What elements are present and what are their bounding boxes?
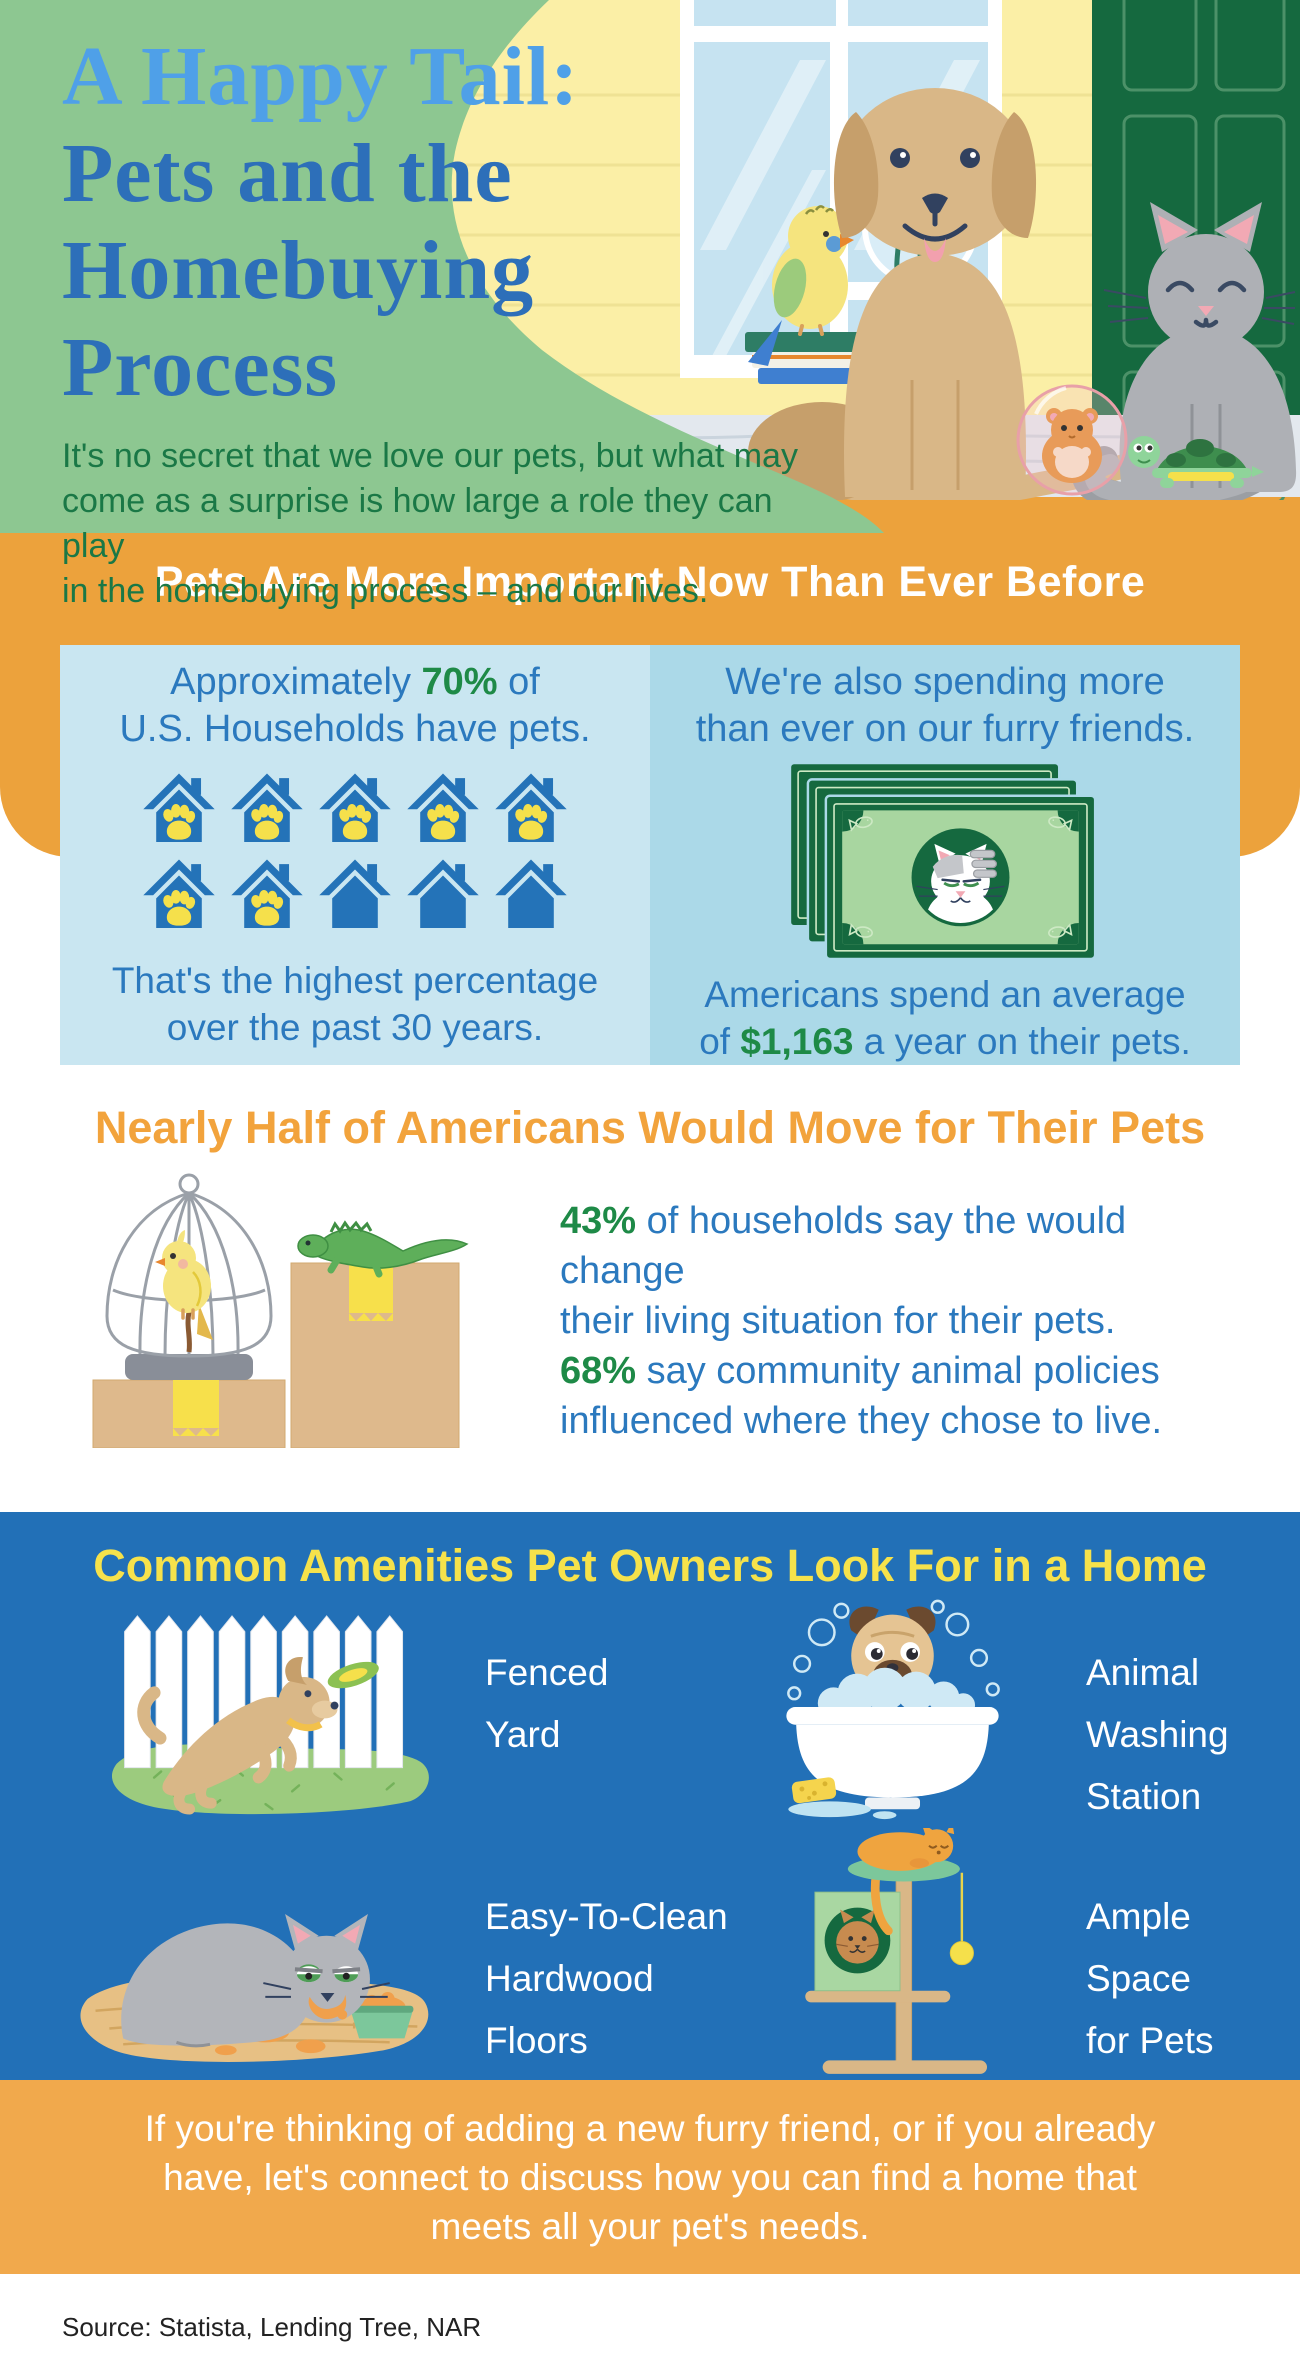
amenity-label-ample-space: Ample Space for Pets: [1086, 1896, 1214, 2061]
house-with-paw-icon: [229, 855, 305, 931]
households-caption: That's the highest percentage over the p…: [111, 960, 599, 1048]
hardwood-floors-icon: [80, 1913, 429, 2062]
stat-43-percent: 43%: [560, 1200, 637, 1242]
header-green-blob: [0, 0, 884, 533]
house-with-paw-icon: [143, 859, 215, 928]
house-with-paw-icon: [143, 773, 215, 842]
fenced-yard-icon: [111, 1615, 429, 1815]
amenity-label-hardwood-floors: Easy-To-Clean Hardwood Floors: [485, 1896, 728, 2061]
cat-carrier-box-icon: [814, 1891, 901, 1992]
ball-toy-icon: [949, 1872, 974, 1966]
stat-68-percent: 68%: [560, 1350, 637, 1392]
house-icon: [493, 855, 569, 931]
bathtub-icon: [786, 1707, 999, 1810]
amenity-label-fenced-yard: Fenced Yard: [485, 1652, 609, 1755]
page-title: A Happy Tail: Pets and the Homebuying Pr…: [62, 28, 802, 416]
move-stat-1: 43% of households say the would change t…: [560, 1200, 1127, 1342]
house-with-paw-icon: [407, 859, 479, 928]
house-icon: [317, 855, 393, 931]
birdcage-iguana-illustration: [92, 1173, 469, 1448]
title-line-3: Homebuying Process: [62, 224, 535, 414]
house-with-paw-icon: [319, 859, 391, 928]
header-intro: It's no secret that we love our pets, bu…: [62, 437, 798, 610]
sponge-icon: [791, 1777, 837, 1804]
food-bowl-icon: [350, 1991, 414, 2039]
title-line-2: Pets and the: [62, 127, 513, 220]
grumpy-cat-icon: [916, 843, 1005, 924]
households-stat-line: Approximately 70% of: [170, 661, 540, 703]
animal-washing-station-icon: [786, 1599, 1000, 1820]
cta-banner: If you're thinking of adding a new furry…: [0, 2080, 1300, 2274]
house-with-paw-icon: [495, 773, 567, 842]
frisbee-icon: [327, 1661, 379, 1689]
house-with-paw-icon: [231, 773, 303, 842]
house-with-paw-icon: [495, 859, 567, 928]
cat-tree-icon: [805, 1828, 987, 2074]
sleeping-cat-icon: [847, 1828, 960, 1936]
source-attribution: Source: Statista, Lending Tree, NAR: [62, 2312, 482, 2342]
title-line-1: A Happy Tail:: [62, 30, 580, 123]
spending-panel: We're also spending more than ever on ou…: [650, 645, 1240, 1065]
house-with-paw-icon: [141, 769, 217, 845]
house-with-paw-icon: [405, 769, 481, 845]
house-with-paw-icon: [407, 773, 479, 842]
header: A Happy Tail: Pets and the Homebuying Pr…: [62, 28, 802, 614]
stat-1163-dollars: $1,163: [740, 1021, 854, 1062]
stat-70-percent: 70%: [421, 661, 498, 703]
turtle-icon: [1128, 436, 1264, 488]
hamster-icon: [1042, 408, 1102, 483]
house-with-paw-icon: [317, 769, 393, 845]
jumping-dog-icon: [137, 1657, 339, 1815]
grumpy-cat-eating-icon: [121, 1913, 390, 2048]
move-section-title: Nearly Half of Americans Would Move for …: [94, 1102, 1206, 1153]
money-cat-icon: [788, 761, 1097, 961]
house-icon: [405, 855, 481, 931]
iguana-icon: [297, 1220, 469, 1278]
amenity-label-animal-washing-station: Animal Washing Station: [1086, 1652, 1229, 1817]
hamster-ball-icon: [1016, 384, 1128, 496]
house-with-paw-icon: [319, 773, 391, 842]
house-with-paw-icon: [231, 859, 303, 928]
caged-bird-icon: [155, 1230, 213, 1340]
house-with-paw-icon: [493, 769, 569, 845]
spending-caption: Americans spend an average of $1,163 a y…: [699, 974, 1191, 1062]
house-with-paw-icon: [229, 769, 305, 845]
households-panel: Approximately 70% of U.S. Households hav…: [60, 645, 650, 1065]
house-with-paw-icon: [141, 855, 217, 931]
dog-icon: [748, 88, 1037, 500]
move-stat-2: 68% say community animal policies influe…: [560, 1350, 1163, 1442]
importance-section-title: Pets Are More Important Now Than Ever Be…: [154, 558, 1146, 606]
houses-pictogram: [141, 769, 569, 931]
amenities-section-title: Common Amenities Pet Owners Look For in …: [93, 1540, 1207, 1591]
